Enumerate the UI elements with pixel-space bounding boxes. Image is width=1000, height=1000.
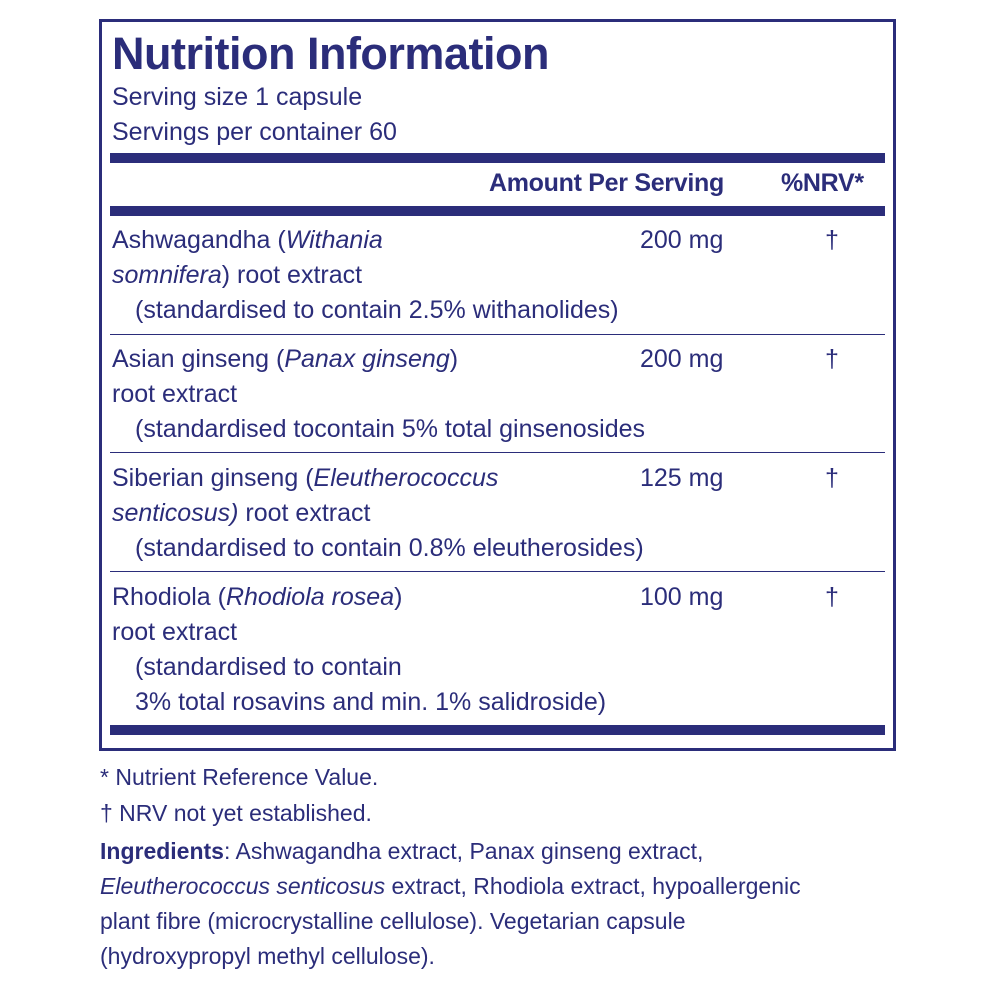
nutrient-name: Asian ginseng (Panax ginseng) <box>112 345 459 373</box>
panel-title: Nutrition Information <box>112 28 549 79</box>
divider-thick-bottom <box>110 725 885 735</box>
header-nrv: %NRV* <box>781 169 864 197</box>
nutrient-standardisation: (standardised tocontain 5% total ginseno… <box>135 415 646 443</box>
footnote-nrv-definition: * Nutrient Reference Value. <box>100 764 379 790</box>
ingredients-line: Ingredients: Ashwagandha extract, Panax … <box>100 838 704 864</box>
nutrient-amount: 200 mg <box>640 226 724 254</box>
divider-thick-top <box>110 153 885 163</box>
nutrient-nrv-dagger: † <box>825 583 839 611</box>
servings-per-container: Servings per container 60 <box>112 118 397 146</box>
nutrient-name-cont: senticosus) root extract <box>112 499 371 527</box>
row-divider <box>110 452 885 453</box>
nutrient-name-cont: root extract <box>112 380 238 408</box>
nutrient-amount: 125 mg <box>640 464 724 492</box>
serving-size: Serving size 1 capsule <box>112 83 363 111</box>
nutrient-standardisation: (standardised to contain <box>135 653 402 681</box>
ingredients-label: Ingredients <box>100 838 224 864</box>
nutrient-standardisation-cont: 3% total rosavins and min. 1% salidrosid… <box>135 688 607 716</box>
nutrient-standardisation: (standardised to contain 0.8% eleutheros… <box>135 534 644 562</box>
nutrition-panel: Nutrition Information Serving size 1 cap… <box>99 19 896 751</box>
row-divider <box>110 334 885 335</box>
header-amount-per-serving: Amount Per Serving <box>489 169 724 197</box>
row-divider <box>110 571 885 572</box>
nutrient-nrv-dagger: † <box>825 226 839 254</box>
nutrient-nrv-dagger: † <box>825 345 839 373</box>
ingredients-line: plant fibre (microcrystalline cellulose)… <box>100 908 686 934</box>
footnote-nrv-not-established: † NRV not yet established. <box>100 800 372 826</box>
nutrient-name-cont: somnifera) root extract <box>112 261 363 289</box>
nutrient-name: Ashwagandha (Withania <box>112 226 383 254</box>
divider-thick-header <box>110 206 885 216</box>
nutrient-name: Siberian ginseng (Eleutherococcus <box>112 464 499 492</box>
ingredients-line: (hydroxypropyl methyl cellulose). <box>100 943 435 969</box>
nutrient-nrv-dagger: † <box>825 464 839 492</box>
nutrient-name: Rhodiola (Rhodiola rosea) <box>112 583 403 611</box>
nutrient-standardisation: (standardised to contain 2.5% withanolid… <box>135 296 619 324</box>
ingredients-line: Eleutherococcus senticosus extract, Rhod… <box>100 873 801 899</box>
nutrient-amount: 200 mg <box>640 345 724 373</box>
nutrient-amount: 100 mg <box>640 583 724 611</box>
nutrient-name-cont: root extract <box>112 618 238 646</box>
